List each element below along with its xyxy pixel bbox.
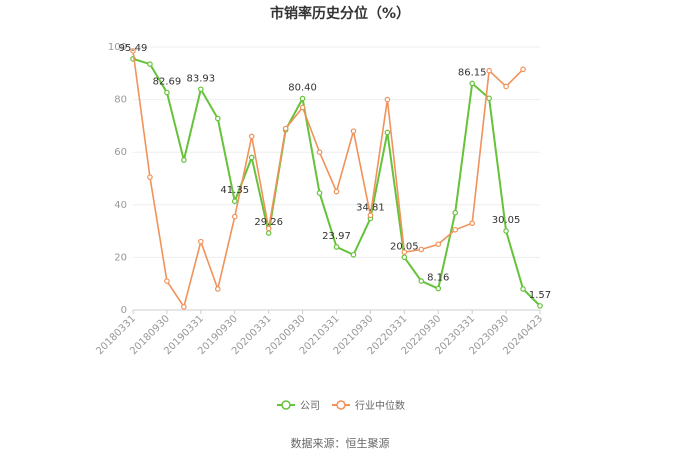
y-tick-label: 40	[114, 200, 127, 211]
legend-item-company[interactable]: 公司	[277, 400, 320, 412]
data-point[interactable]	[299, 104, 306, 111]
x-axis: 2018033120180930201903312019093020200331…	[94, 310, 545, 357]
data-point[interactable]	[130, 48, 136, 54]
source-text: 数据来源：恒生聚源	[291, 436, 390, 450]
data-label: 41.35	[220, 185, 249, 196]
data-point[interactable]	[316, 190, 323, 196]
data-labels: 95.49 82.69 83.93 41.35 29.26 80.40 23.97 34.81…	[119, 43, 551, 301]
data-point[interactable]	[469, 220, 475, 227]
data-point[interactable]	[282, 125, 289, 132]
data-point[interactable]	[333, 244, 340, 250]
legend-marker	[336, 400, 346, 410]
data-label: 20.05	[390, 241, 419, 252]
data-point[interactable]	[231, 213, 238, 220]
data-point[interactable]	[265, 230, 272, 236]
y-tick-label: 0	[121, 305, 127, 316]
data-point[interactable]	[350, 128, 357, 134]
y-tick-label: 20	[114, 252, 127, 263]
data-point[interactable]	[265, 225, 272, 232]
data-label: 83.93	[187, 73, 216, 84]
y-tick-label: 60	[114, 147, 127, 158]
data-label: 29.26	[254, 217, 283, 228]
data-point[interactable]	[537, 303, 543, 309]
data-label: 86.15	[458, 67, 487, 78]
legend-item-industry-median[interactable]: 行业中位数	[332, 399, 405, 412]
series-industry-median	[130, 48, 526, 310]
legend-label: 行业中位数	[355, 399, 405, 412]
series-line	[132, 50, 524, 309]
data-point[interactable]	[333, 188, 340, 195]
data-label: 1.57	[529, 290, 551, 301]
data-point[interactable]	[469, 80, 475, 87]
data-point[interactable]	[164, 89, 170, 96]
data-point[interactable]	[214, 286, 221, 292]
data-point[interactable]	[367, 212, 374, 219]
y-tick-label: 80	[114, 95, 127, 106]
data-point[interactable]	[181, 304, 187, 310]
data-label: 80.40	[288, 83, 317, 94]
data-label: 95.49	[119, 43, 148, 54]
series-layer	[130, 48, 543, 310]
data-point[interactable]	[418, 246, 425, 253]
legend-label: 公司	[300, 401, 320, 412]
data-point[interactable]	[198, 86, 204, 93]
data-point[interactable]	[503, 228, 509, 234]
data-point[interactable]	[401, 249, 408, 255]
chart-title: 市销率历史分位（%）	[270, 5, 410, 22]
data-point[interactable]	[214, 115, 221, 122]
data-point[interactable]	[384, 96, 391, 103]
legend-marker	[281, 400, 291, 410]
data-point[interactable]	[452, 209, 459, 216]
data-point[interactable]	[316, 149, 323, 156]
data-label: 82.69	[153, 77, 182, 88]
data-point[interactable]	[147, 61, 153, 67]
y-tick-label: 100	[108, 42, 127, 53]
data-point[interactable]	[435, 241, 442, 248]
data-point[interactable]	[147, 174, 153, 180]
data-point[interactable]	[164, 278, 170, 284]
legend[interactable]: 公司 行业中位数	[277, 399, 405, 412]
data-point[interactable]	[198, 238, 204, 245]
data-point[interactable]	[486, 95, 492, 102]
series-company	[130, 56, 543, 309]
data-point[interactable]	[520, 66, 526, 73]
data-point[interactable]	[350, 251, 357, 258]
data-point[interactable]	[248, 154, 255, 161]
data-label: 8.16	[427, 273, 449, 284]
data-point[interactable]	[520, 286, 526, 292]
data-point[interactable]	[435, 285, 442, 292]
data-point[interactable]	[503, 83, 509, 90]
y-axis: 0 20 40 60 80 100	[108, 42, 127, 316]
data-point[interactable]	[452, 226, 459, 233]
data-point[interactable]	[231, 198, 238, 205]
data-point[interactable]	[299, 95, 306, 102]
data-point[interactable]	[486, 67, 492, 74]
data-label: 23.97	[322, 231, 351, 242]
data-point[interactable]	[181, 157, 187, 163]
data-label: 30.05	[492, 215, 521, 226]
data-point[interactable]	[401, 254, 408, 261]
data-point[interactable]	[248, 133, 255, 140]
data-point[interactable]	[418, 278, 425, 284]
data-label: 34.81	[356, 202, 385, 213]
data-point[interactable]	[384, 129, 391, 136]
